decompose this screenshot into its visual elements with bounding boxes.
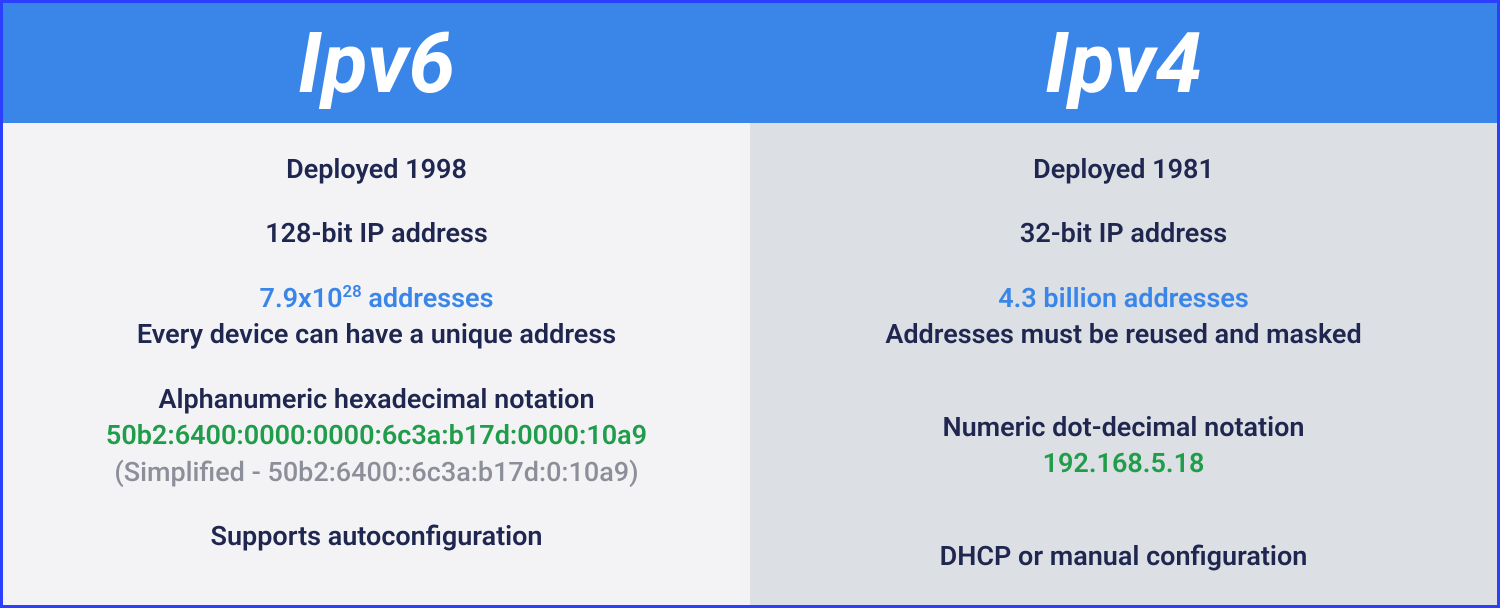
header-row: Ipv6 Ipv4 [3,3,1497,123]
ipv6-header: Ipv6 [3,3,750,123]
ipv4-notation-label: Numeric dot-decimal notation [942,409,1304,445]
ipv4-title: Ipv4 [1045,14,1202,113]
ipv4-address-count: 4.3 billion addresses [998,280,1249,316]
ipv4-addr-note: Addresses must be reused and masked [885,316,1361,352]
ipv6-addr-exp: 28 [343,282,362,302]
ipv6-addr-note: Every device can have a unique address [137,316,616,352]
ipv4-column: Deployed 1981 32-bit IP address 4.3 bill… [750,123,1497,605]
ipv6-simplified: (Simplified - 50b2:6400::6c3a:b17d:0:10a… [114,454,638,490]
ipv6-address-count: 7.9x1028 addresses [260,280,494,316]
ipv6-deployed: Deployed 1998 [286,151,467,187]
ipv4-header: Ipv4 [750,3,1497,123]
ipv6-example: 50b2:6400:0000:0000:6c3a:b17d:0000:10a9 [106,417,647,453]
ipv4-deployed: Deployed 1981 [1033,151,1214,187]
ipv6-addr-post: addresses [362,282,494,314]
ipv6-column: Deployed 1998 128-bit IP address 7.9x102… [3,123,750,605]
body-row: Deployed 1998 128-bit IP address 7.9x102… [3,123,1497,605]
ipv6-title: Ipv6 [298,14,455,113]
ipv6-config: Supports autoconfiguration [210,518,542,554]
comparison-wrapper: Ipv6 Ipv4 Deployed 1998 128-bit IP addre… [0,0,1500,608]
ipv6-addr-pre: 7.9x10 [260,282,343,314]
ipv6-notation-label: Alphanumeric hexadecimal notation [158,381,594,417]
ipv4-bits: 32-bit IP address [1020,215,1227,251]
ipv4-config: DHCP or manual configuration [940,538,1308,574]
ipv6-bits: 128-bit IP address [265,215,488,251]
ipv4-example: 192.168.5.18 [1043,445,1205,481]
